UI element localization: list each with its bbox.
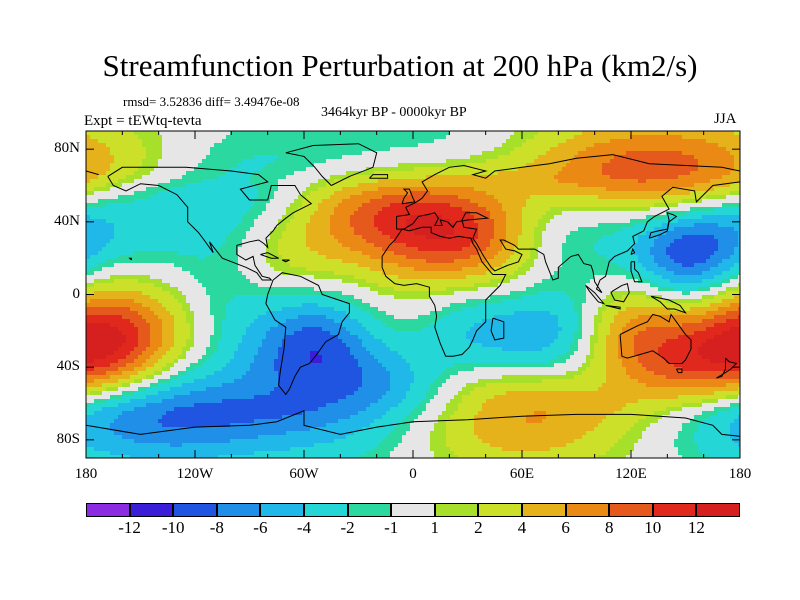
x-tick-label: 180 [74,466,98,482]
colorbar-swatch [609,503,653,517]
colorbar-label: -12 [118,518,141,537]
colorbar-label: -2 [340,518,355,537]
y-tick-label: 80S [56,430,80,447]
x-tick-label: 180 [728,466,752,482]
colorbar-swatch [173,503,217,517]
chart-title: Streamfunction Perturbation at 200 hPa (… [102,48,698,83]
y-tick-label: 0 [72,285,81,302]
colorbar-label: 12 [687,518,705,537]
coastlines [86,143,740,437]
colorbar-swatch [696,503,740,517]
y-tick-label: 40N [54,212,80,229]
colorbar-label: -1 [384,518,399,537]
colorbar-label: -8 [209,518,224,537]
y-tick-label: 40S [56,358,80,375]
colorbar-swatch [129,503,174,517]
colorbar-swatch [391,503,435,517]
contour-field [86,131,740,458]
colorbar-label: 1 [430,518,440,537]
colorbar-label: 4 [517,518,527,537]
colorbar-label: 6 [561,518,570,537]
colorbar-label: -10 [161,518,185,537]
colorbar-swatch [522,503,566,517]
colorbar-swatch [434,503,479,517]
colorbar-swatch [260,503,304,517]
colorbar-swatch [347,503,392,517]
colorbar-label: 10 [644,518,662,537]
colorbar-swatch [652,503,697,517]
x-tick-label: 120W [176,466,214,482]
x-tick-label: 60W [289,466,319,482]
experiment-label: Expt = tEWtq-tevta [84,113,202,129]
colorbar-swatch [86,503,130,517]
period-label: 3464kyr BP - 0000kyr BP [321,105,467,120]
colorbar-label: 2 [474,518,483,537]
colorbar-swatch [216,503,261,517]
stats-label: rmsd= 3.52836 diff= 3.49476e-08 [123,94,300,109]
colorbar-swatch [565,503,610,517]
season-label: JJA [714,111,737,127]
colorbar-swatch [304,503,348,517]
axis-ticks [85,131,741,458]
x-tick-label: 60E [509,466,535,482]
y-tick-label: 80N [54,140,80,157]
x-tick-label: 0 [409,466,417,482]
x-tick-label: 120E [615,466,647,482]
colorbar-label: 8 [604,518,614,537]
colorbar-swatch [478,503,522,517]
colorbar-label: -6 [253,518,268,537]
colorbar-label: -4 [296,518,312,537]
